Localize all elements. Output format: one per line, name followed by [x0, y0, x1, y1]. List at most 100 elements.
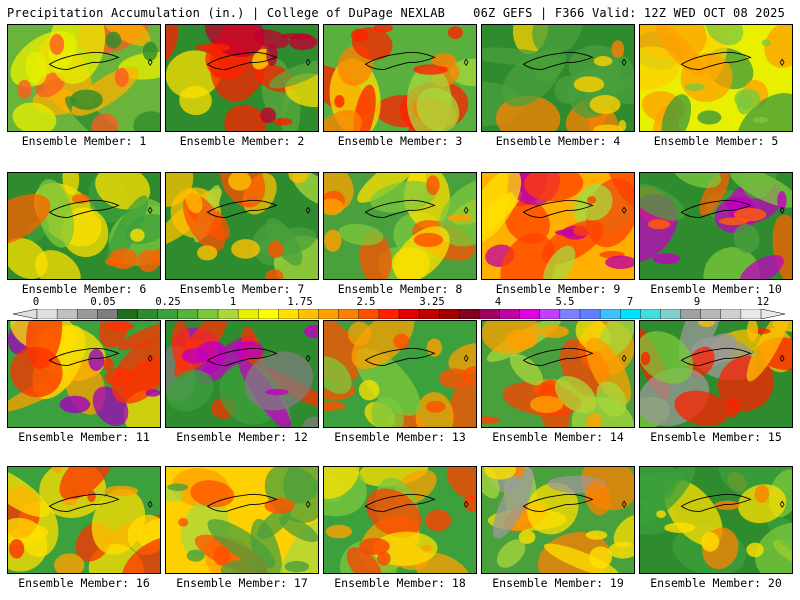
ensemble-member-caption: Ensemble Member: 7 [179, 282, 305, 296]
colorbar-swatch [197, 309, 219, 319]
ensemble-member-caption: Ensemble Member: 8 [337, 282, 463, 296]
ensemble-member-caption: Ensemble Member: 18 [334, 576, 466, 590]
ensemble-map-panel [165, 24, 319, 132]
precipitation-map [166, 467, 318, 573]
colorbar-swatch [680, 309, 702, 319]
precipitation-map [8, 173, 160, 279]
colorbar-tick-label: 5.5 [555, 296, 575, 308]
precipitation-map [324, 25, 476, 131]
precipitation-map [8, 25, 160, 131]
ensemble-map-panel [7, 172, 161, 280]
precipitation-map [640, 467, 792, 573]
ensemble-map-panel [323, 466, 477, 574]
ensemble-map-panel [481, 320, 635, 428]
precipitation-map [640, 25, 792, 131]
colorbar-swatch [117, 309, 139, 319]
ensemble-map-panel [481, 24, 635, 132]
precipitation-map [324, 173, 476, 279]
ensemble-map-panel [323, 172, 477, 280]
precipitation-map [482, 173, 634, 279]
colorbar-tick-label: 1 [229, 296, 237, 308]
colorbar-tick-label: 2.5 [356, 296, 376, 308]
colorbar-tick-label: 3.25 [419, 296, 445, 308]
ensemble-member-caption: Ensemble Member: 15 [650, 430, 782, 444]
ensemble-member-caption: Ensemble Member: 2 [179, 134, 305, 148]
ensemble-map-panel [7, 24, 161, 132]
colorbar-swatch [539, 309, 561, 319]
colorbar-swatch [599, 309, 621, 319]
colorbar-swatch [579, 309, 601, 319]
ensemble-map-panel [639, 172, 793, 280]
ensemble-map-panel [165, 172, 319, 280]
ensemble-member-caption: Ensemble Member: 19 [492, 576, 624, 590]
colorbar-tick-label: 12 [756, 296, 770, 308]
precipitation-map [324, 467, 476, 573]
colorbar-swatch [56, 309, 78, 319]
precipitation-map [482, 25, 634, 131]
ensemble-member-caption: Ensemble Member: 4 [495, 134, 621, 148]
precipitation-map [166, 321, 318, 427]
precipitation-colorbar [13, 309, 785, 319]
ensemble-member-caption: Ensemble Member: 20 [650, 576, 782, 590]
ensemble-member-caption: Ensemble Member: 9 [495, 282, 621, 296]
precipitation-map [8, 467, 160, 573]
colorbar-swatch [398, 309, 420, 319]
colorbar-swatch [77, 309, 98, 319]
ensemble-map-panel [7, 320, 161, 428]
colorbar-swatch [519, 309, 541, 319]
map-title: Precipitation Accumulation (in.) | Colle… [7, 6, 446, 20]
ensemble-member-caption: Ensemble Member: 13 [334, 430, 466, 444]
ensemble-map-panel [165, 466, 319, 574]
precipitation-map [166, 25, 318, 131]
ensemble-member-caption: Ensemble Member: 16 [18, 576, 150, 590]
precipitation-map [482, 467, 634, 573]
ensemble-member-caption: Ensemble Member: 3 [337, 134, 463, 148]
ensemble-member-caption: Ensemble Member: 5 [653, 134, 779, 148]
colorbar-low-arrow [13, 309, 38, 319]
colorbar-swatch [217, 309, 239, 319]
ensemble-map-panel [639, 466, 793, 574]
colorbar-swatch [559, 309, 581, 319]
colorbar-swatch [660, 309, 682, 319]
colorbar-tick-label: 0.05 [90, 296, 116, 308]
ensemble-map-panel [481, 466, 635, 574]
ensemble-map-panel [481, 172, 635, 280]
ensemble-member-caption: Ensemble Member: 11 [18, 430, 150, 444]
precipitation-map [324, 321, 476, 427]
colorbar-swatch [318, 309, 340, 319]
colorbar-tick-label: 0.25 [155, 296, 181, 308]
colorbar-swatch [258, 309, 279, 319]
colorbar-swatch [137, 309, 159, 319]
precipitation-map [640, 173, 792, 279]
colorbar-swatch [36, 309, 58, 319]
colorbar-tick-label: 9 [693, 296, 701, 308]
colorbar-swatch [700, 309, 722, 319]
colorbar-swatch [298, 309, 320, 319]
colorbar-high-arrow [760, 309, 785, 319]
colorbar-tick-label: 1.75 [287, 296, 313, 308]
ensemble-member-caption: Ensemble Member: 14 [492, 430, 624, 444]
model-run-info: 06Z GEFS | F366 Valid: 12Z WED OCT 08 20… [473, 6, 785, 20]
colorbar-tick-label: 7 [626, 296, 634, 308]
ensemble-map-panel [639, 320, 793, 428]
precipitation-map [166, 173, 318, 279]
precipitation-map [482, 321, 634, 427]
precipitation-map [640, 321, 792, 427]
colorbar-tick-label: 0 [32, 296, 40, 308]
colorbar-swatch [720, 309, 742, 319]
colorbar-tick-label: 4 [494, 296, 502, 308]
ensemble-map-panel [639, 24, 793, 132]
ensemble-member-caption: Ensemble Member: 17 [176, 576, 308, 590]
colorbar-swatch [157, 309, 179, 319]
ensemble-map-panel [7, 466, 161, 574]
ensemble-member-caption: Ensemble Member: 12 [176, 430, 308, 444]
colorbar-swatch [479, 309, 501, 319]
ensemble-map-panel [323, 24, 477, 132]
colorbar-swatch [620, 309, 641, 319]
colorbar-swatch [338, 309, 360, 319]
colorbar-swatch [358, 309, 380, 319]
colorbar-swatch [439, 309, 460, 319]
ensemble-member-caption: Ensemble Member: 1 [21, 134, 147, 148]
precipitation-map [8, 321, 160, 427]
ensemble-map-panel [323, 320, 477, 428]
